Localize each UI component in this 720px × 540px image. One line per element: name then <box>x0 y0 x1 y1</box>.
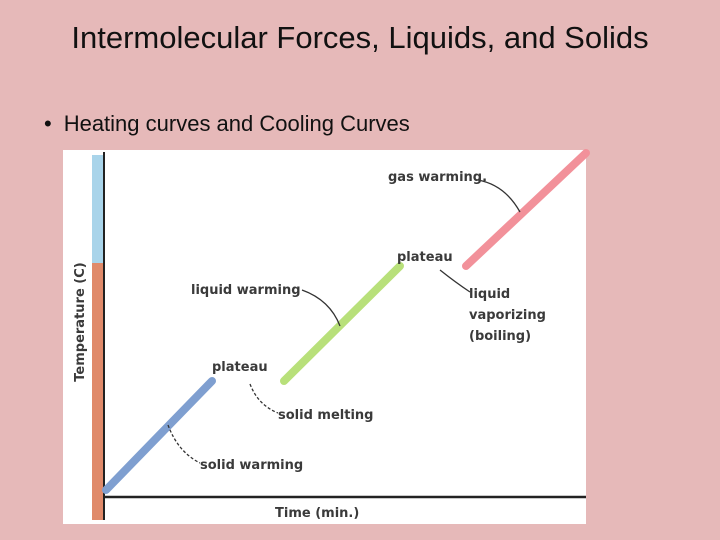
x-axis-label: Time (min.) <box>275 506 359 521</box>
y-axis-label: Temperature (C) <box>73 262 88 381</box>
leader-line <box>439 269 471 293</box>
bullet: • Heating curves and Cooling Curves <box>44 111 410 137</box>
slide-title: Intermolecular Forces, Liquids, and Soli… <box>71 20 649 55</box>
annotation: solid melting <box>278 408 373 423</box>
annotation: gas warming. <box>388 170 487 185</box>
leader-line <box>249 383 279 414</box>
annotation: vaporizing <box>469 308 546 323</box>
gas-warming-segment <box>462 149 590 270</box>
annotation: liquid warming <box>191 283 301 298</box>
annotation: solid warming <box>200 458 303 473</box>
leader-line <box>167 424 201 464</box>
leader-line <box>477 179 521 213</box>
bullet-dot: • <box>44 111 52 136</box>
annotation: plateau <box>212 360 268 375</box>
liquid-warming-segment <box>280 262 404 385</box>
thermometer-cold <box>92 155 103 263</box>
thermometer-hot <box>92 263 103 520</box>
annotation: liquid <box>469 287 510 302</box>
annotation: (boiling) <box>469 329 531 344</box>
annotation: plateau <box>397 250 453 265</box>
leader-line <box>301 289 341 327</box>
bullet-text: Heating curves and Cooling Curves <box>63 111 410 136</box>
solid-warming-segment <box>102 377 216 494</box>
